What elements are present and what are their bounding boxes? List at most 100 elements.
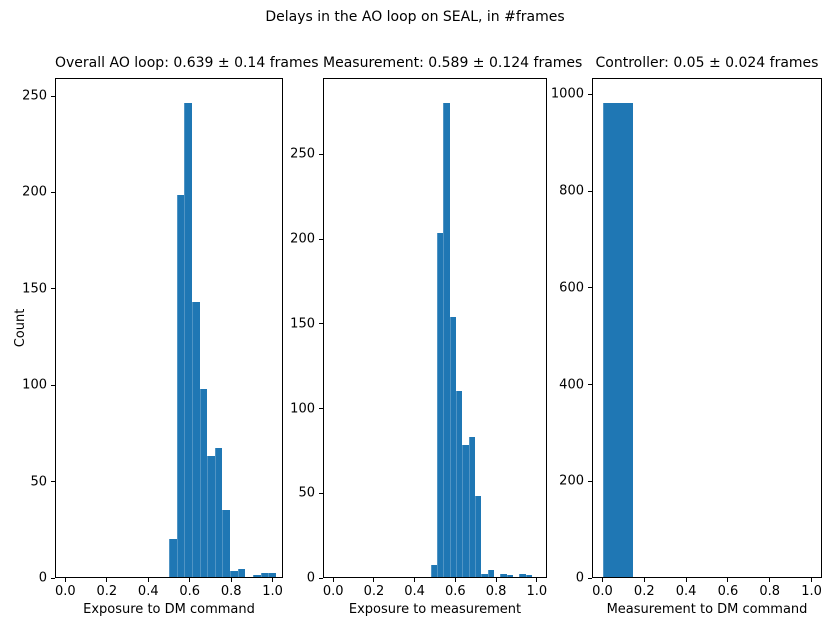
y-tick-label: 0 [306,570,315,586]
subplot-title: Controller: 0.05 ± 0.024 frames [595,55,819,71]
y-axis-label: Count [13,308,29,348]
y-tick-label: 250 [290,146,315,162]
x-tick-label: 0.2 [363,584,385,599]
y-tick-mark [319,492,323,494]
y-tick-mark [319,238,323,240]
x-tick-mark [769,578,771,582]
figure-title: Delays in the AO loop on SEAL, in #frame… [265,9,565,25]
y-tick-label: 400 [559,377,584,393]
histogram-bar [525,575,532,577]
x-tick-mark [601,578,603,582]
y-tick-label: 200 [559,473,584,489]
x-tick-mark [414,578,416,582]
x-tick-mark [454,578,456,582]
histogram-bar [222,509,231,577]
y-tick-label: 50 [298,485,315,501]
subplot-measurement: Measurement: 0.589 ± 0.124 frames Exposu… [290,55,582,617]
histogram-bar [603,102,633,577]
y-tick-mark [319,577,323,579]
histogram-bar [443,102,450,577]
subplot-overall-ao-loop: Overall AO loop: 0.639 ± 0.14 frames Cou… [14,55,319,617]
x-tick-label: 0.0 [55,584,76,599]
y-tick-label: 200 [22,184,47,200]
y-tick-mark [588,190,592,192]
y-tick-mark [51,95,55,97]
x-tick-label: 0.6 [717,584,739,599]
y-tick-label: 100 [22,377,47,393]
histogram-bar [184,102,192,577]
x-tick-label: 0.2 [633,584,655,599]
y-tick-mark [588,384,592,386]
histogram-bar [207,456,215,577]
x-tick-label: 0.8 [759,584,781,599]
y-tick-mark [319,323,323,325]
subplot-title: Measurement: 0.589 ± 0.124 frames [323,55,583,71]
x-axis-label: Exposure to measurement [348,602,522,617]
x-tick-label: 0.4 [675,584,697,599]
x-tick-mark [643,578,645,582]
y-tick-mark [51,288,55,290]
histogram-bar [268,573,276,577]
x-tick-mark [272,578,274,582]
histogram-bar [481,573,488,577]
histogram-bar [519,573,526,577]
y-tick-label: 0 [38,570,47,586]
x-tick-mark [147,578,149,582]
y-tick-mark [588,480,592,482]
y-tick-label: 250 [22,88,47,104]
histogram-bar [462,445,469,577]
y-tick-label: 100 [290,401,315,416]
histogram-bar [199,388,208,577]
x-tick-mark [332,578,334,582]
x-axis-label: Measurement to DM command [606,602,808,617]
x-tick-mark [373,578,375,582]
y-tick-label: 1000 [550,86,584,102]
x-tick-mark [685,578,687,582]
plot-area [592,78,822,578]
histogram-bar [230,571,238,577]
x-tick-label: 0.6 [179,584,201,599]
y-tick-label: 800 [559,183,584,199]
x-tick-label: 0.0 [592,584,613,599]
x-tick-mark [536,578,538,582]
y-tick-mark [319,408,323,409]
histogram-bar [260,573,269,577]
y-tick-mark [588,287,592,289]
x-tick-mark [495,578,497,582]
histogram-bar [192,302,200,577]
x-tick-mark [189,578,191,582]
subplot-title: Overall AO loop: 0.639 ± 0.14 frames [55,55,319,71]
histogram-bar [430,565,437,577]
x-tick-label: 0.6 [445,584,466,599]
x-tick-label: 0.4 [404,584,425,599]
y-tick-mark [51,577,55,579]
x-tick-mark [811,578,813,582]
y-tick-mark [588,93,592,95]
x-tick-label: 0.2 [96,584,118,599]
y-tick-label: 50 [30,474,47,490]
y-tick-mark [51,481,55,483]
x-tick-label: 0.8 [220,584,242,599]
x-tick-mark [727,578,729,582]
y-tick-mark [51,384,55,386]
x-axis-label: Exposure to DM command [83,602,255,617]
histogram-bar [237,569,246,577]
x-tick-mark [106,578,108,582]
histogram-bar [176,194,185,577]
x-tick-label: 1.0 [262,584,283,599]
x-tick-mark [64,578,66,582]
plot-area [323,78,547,578]
y-tick-mark [319,153,323,155]
histogram-bar [436,232,444,577]
subplot-controller: Controller: 0.05 ± 0.024 frames Measurem… [551,55,822,617]
histogram-bar [474,495,482,577]
y-tick-label: 0 [575,570,584,586]
histogram-bar [253,575,261,577]
x-tick-label: 1.0 [526,584,548,599]
histogram-bar [468,436,475,577]
y-tick-label: 150 [22,281,47,297]
x-tick-label: 0.0 [322,584,344,599]
x-tick-label: 0.8 [485,584,507,599]
x-tick-label: 1.0 [801,584,822,599]
